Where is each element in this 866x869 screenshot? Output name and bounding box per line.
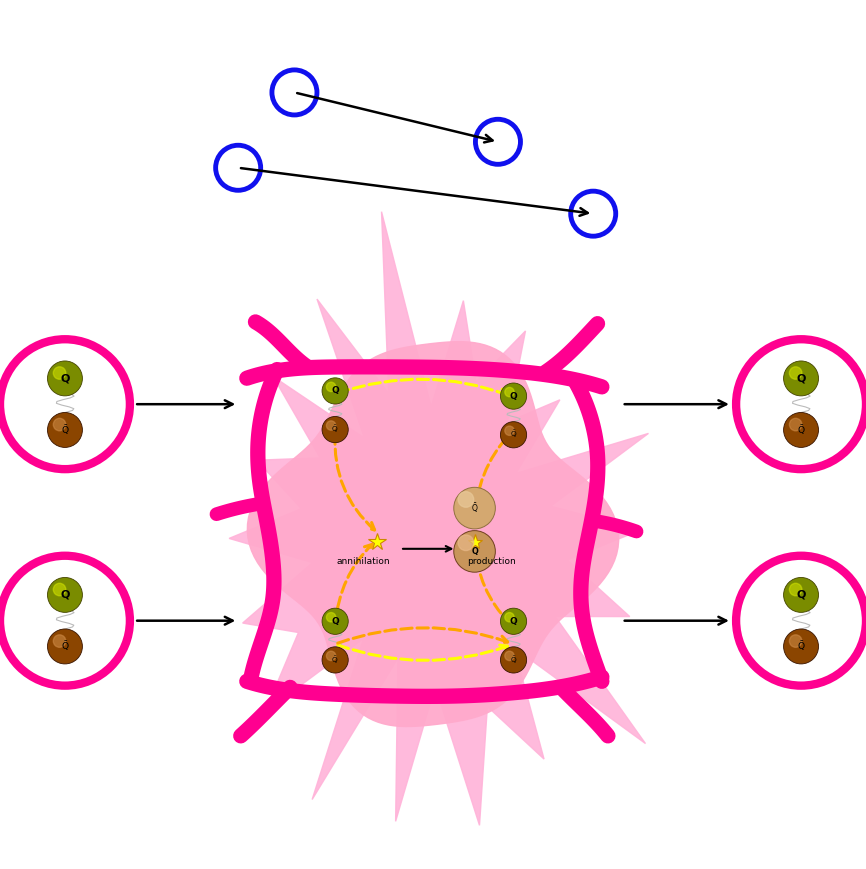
Text: Q: Q bbox=[510, 392, 517, 401]
Text: Q: Q bbox=[797, 374, 805, 383]
Text: production: production bbox=[468, 558, 516, 567]
Circle shape bbox=[48, 578, 82, 613]
Circle shape bbox=[790, 367, 802, 379]
Circle shape bbox=[784, 629, 818, 664]
Text: $\bar{\mathsf{Q}}$: $\bar{\mathsf{Q}}$ bbox=[797, 423, 805, 437]
Circle shape bbox=[326, 651, 336, 660]
Text: Q: Q bbox=[332, 617, 339, 626]
Circle shape bbox=[322, 378, 348, 404]
Circle shape bbox=[501, 608, 527, 634]
Circle shape bbox=[505, 388, 514, 397]
Text: $\bar{\mathsf{Q}}$: $\bar{\mathsf{Q}}$ bbox=[332, 424, 339, 435]
Circle shape bbox=[322, 608, 348, 634]
Circle shape bbox=[505, 651, 514, 660]
Circle shape bbox=[322, 647, 348, 673]
Circle shape bbox=[790, 583, 802, 596]
Circle shape bbox=[48, 413, 82, 448]
Circle shape bbox=[501, 421, 527, 448]
Text: annihilation: annihilation bbox=[337, 558, 391, 567]
Text: $\bar{\mathsf{Q}}$: $\bar{\mathsf{Q}}$ bbox=[471, 501, 478, 515]
Text: $\bar{\mathsf{Q}}$: $\bar{\mathsf{Q}}$ bbox=[510, 429, 517, 441]
Polygon shape bbox=[248, 342, 618, 726]
Circle shape bbox=[322, 416, 348, 442]
Text: Q: Q bbox=[471, 547, 478, 556]
Circle shape bbox=[784, 413, 818, 448]
Circle shape bbox=[54, 418, 66, 431]
Circle shape bbox=[54, 583, 66, 596]
Circle shape bbox=[48, 361, 82, 396]
Circle shape bbox=[454, 531, 495, 572]
Text: $\bar{\mathsf{Q}}$: $\bar{\mathsf{Q}}$ bbox=[797, 640, 805, 653]
Circle shape bbox=[790, 418, 802, 431]
Circle shape bbox=[458, 492, 474, 507]
Text: $\bar{\mathsf{Q}}$: $\bar{\mathsf{Q}}$ bbox=[332, 654, 339, 666]
Text: Q: Q bbox=[510, 617, 517, 626]
Circle shape bbox=[54, 367, 66, 379]
Circle shape bbox=[48, 629, 82, 664]
Polygon shape bbox=[229, 212, 649, 826]
Text: Q: Q bbox=[61, 374, 69, 383]
Circle shape bbox=[501, 383, 527, 409]
Text: $\bar{\mathsf{Q}}$: $\bar{\mathsf{Q}}$ bbox=[510, 654, 517, 666]
Circle shape bbox=[458, 535, 474, 551]
Circle shape bbox=[501, 647, 527, 673]
Text: Q: Q bbox=[797, 590, 805, 600]
Circle shape bbox=[790, 635, 802, 647]
Text: Q: Q bbox=[61, 590, 69, 600]
Circle shape bbox=[454, 488, 495, 529]
Circle shape bbox=[784, 578, 818, 613]
Text: $\bar{\mathsf{Q}}$: $\bar{\mathsf{Q}}$ bbox=[61, 423, 69, 437]
Text: $\bar{\mathsf{Q}}$: $\bar{\mathsf{Q}}$ bbox=[61, 640, 69, 653]
Circle shape bbox=[54, 635, 66, 647]
Circle shape bbox=[505, 613, 514, 622]
Circle shape bbox=[326, 421, 336, 430]
Circle shape bbox=[784, 361, 818, 396]
Circle shape bbox=[505, 426, 514, 435]
Text: Q: Q bbox=[332, 387, 339, 395]
Circle shape bbox=[326, 382, 336, 392]
Circle shape bbox=[326, 613, 336, 622]
